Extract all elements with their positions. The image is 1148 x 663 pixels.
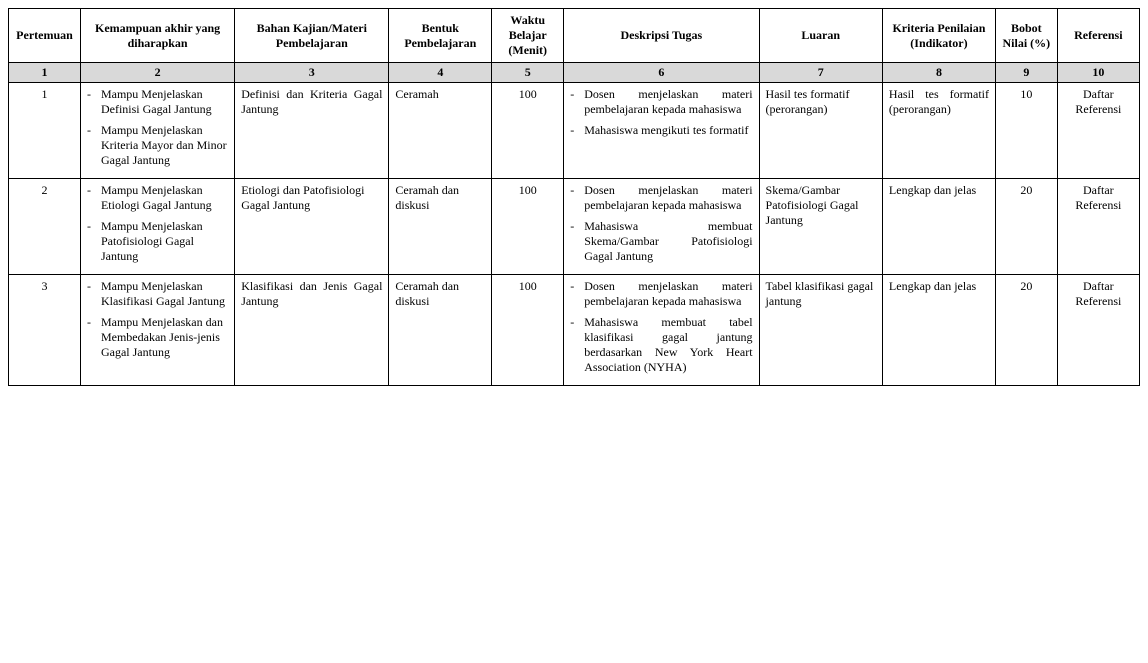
cell-kriteria: Lengkap dan jelas — [882, 275, 995, 386]
cell-deskripsi: Dosen menjelaskan materi pembelajaran ke… — [564, 275, 759, 386]
cell-bentuk: Ceramah — [389, 83, 492, 179]
cell-luaran: Skema/Gambar Patofisiologi Gagal Jantung — [759, 179, 882, 275]
list-item: Mahasiswa mengikuti tes formatif — [570, 123, 752, 138]
header-referensi: Referensi — [1057, 9, 1139, 63]
cell-pertemuan: 2 — [9, 179, 81, 275]
header-kriteria: Kriteria Penilaian (Indikator) — [882, 9, 995, 63]
colnum-6: 6 — [564, 63, 759, 83]
cell-kemampuan: Mampu Menjelaskan Klasifikasi Gagal Jant… — [80, 275, 234, 386]
list-item: Dosen menjelaskan materi pembelajaran ke… — [570, 183, 752, 213]
cell-pertemuan: 3 — [9, 275, 81, 386]
header-luaran: Luaran — [759, 9, 882, 63]
cell-bobot: 20 — [996, 275, 1058, 386]
cell-luaran: Hasil tes formatif (perorangan) — [759, 83, 882, 179]
cell-waktu: 100 — [492, 179, 564, 275]
cell-kemampuan: Mampu Menjelaskan Etiologi Gagal Jantung… — [80, 179, 234, 275]
list-item: Dosen menjelaskan materi pembelajaran ke… — [570, 279, 752, 309]
list-item: Mampu Menjelaskan dan Membedakan Jenis-j… — [87, 315, 228, 360]
table-header: Pertemuan Kemampuan akhir yang diharapka… — [9, 9, 1140, 83]
colnum-1: 1 — [9, 63, 81, 83]
cell-kriteria: Lengkap dan jelas — [882, 179, 995, 275]
cell-pertemuan: 1 — [9, 83, 81, 179]
table-row: 2 Mampu Menjelaskan Etiologi Gagal Jantu… — [9, 179, 1140, 275]
list-item: Mampu Menjelaskan Etiologi Gagal Jantung — [87, 183, 228, 213]
header-bentuk: Bentuk Pembelajaran — [389, 9, 492, 63]
cell-deskripsi: Dosen menjelaskan materi pembelajaran ke… — [564, 83, 759, 179]
cell-luaran: Tabel klasifikasi gagal jantung — [759, 275, 882, 386]
colnum-3: 3 — [235, 63, 389, 83]
colnum-9: 9 — [996, 63, 1058, 83]
cell-bentuk: Ceramah dan diskusi — [389, 275, 492, 386]
colnum-7: 7 — [759, 63, 882, 83]
list-item: Mampu Menjelaskan Patofisiologi Gagal Ja… — [87, 219, 228, 264]
colnum-5: 5 — [492, 63, 564, 83]
colnum-4: 4 — [389, 63, 492, 83]
list-item: Mahasiswa membuat tabel klasifikasi gaga… — [570, 315, 752, 375]
cell-bahan: Etiologi dan Patofisiologi Gagal Jantung — [235, 179, 389, 275]
cell-bahan: Klasifikasi dan Jenis Gagal Jantung — [235, 275, 389, 386]
cell-bahan: Definisi dan Kriteria Gagal Jantung — [235, 83, 389, 179]
header-pertemuan: Pertemuan — [9, 9, 81, 63]
colnum-10: 10 — [1057, 63, 1139, 83]
header-deskripsi: Deskripsi Tugas — [564, 9, 759, 63]
header-bobot: Bobot Nilai (%) — [996, 9, 1058, 63]
colnum-2: 2 — [80, 63, 234, 83]
table-row: 1 Mampu Menjelaskan Definisi Gagal Jantu… — [9, 83, 1140, 179]
table-body: 1 Mampu Menjelaskan Definisi Gagal Jantu… — [9, 83, 1140, 386]
cell-referensi: Daftar Referensi — [1057, 275, 1139, 386]
header-bahan: Bahan Kajian/Materi Pembelajaran — [235, 9, 389, 63]
syllabus-table: Pertemuan Kemampuan akhir yang diharapka… — [8, 8, 1140, 386]
table-row: 3 Mampu Menjelaskan Klasifikasi Gagal Ja… — [9, 275, 1140, 386]
cell-deskripsi: Dosen menjelaskan materi pembelajaran ke… — [564, 179, 759, 275]
list-item: Dosen menjelaskan materi pembelajaran ke… — [570, 87, 752, 117]
cell-bobot: 20 — [996, 179, 1058, 275]
list-item: Mampu Menjelaskan Klasifikasi Gagal Jant… — [87, 279, 228, 309]
cell-waktu: 100 — [492, 83, 564, 179]
cell-kemampuan: Mampu Menjelaskan Definisi Gagal Jantung… — [80, 83, 234, 179]
list-item: Mampu Menjelaskan Kriteria Mayor dan Min… — [87, 123, 228, 168]
colnum-8: 8 — [882, 63, 995, 83]
cell-kriteria: Hasil tes formatif (perorangan) — [882, 83, 995, 179]
list-item: Mampu Menjelaskan Definisi Gagal Jantung — [87, 87, 228, 117]
cell-referensi: Daftar Referensi — [1057, 179, 1139, 275]
cell-waktu: 100 — [492, 275, 564, 386]
header-kemampuan: Kemampuan akhir yang diharapkan — [80, 9, 234, 63]
cell-bentuk: Ceramah dan diskusi — [389, 179, 492, 275]
header-waktu: Waktu Belajar (Menit) — [492, 9, 564, 63]
cell-referensi: Daftar Referensi — [1057, 83, 1139, 179]
list-item: Mahasiswa membuat Skema/Gambar Patofisio… — [570, 219, 752, 264]
column-number-row: 1 2 3 4 5 6 7 8 9 10 — [9, 63, 1140, 83]
cell-bobot: 10 — [996, 83, 1058, 179]
